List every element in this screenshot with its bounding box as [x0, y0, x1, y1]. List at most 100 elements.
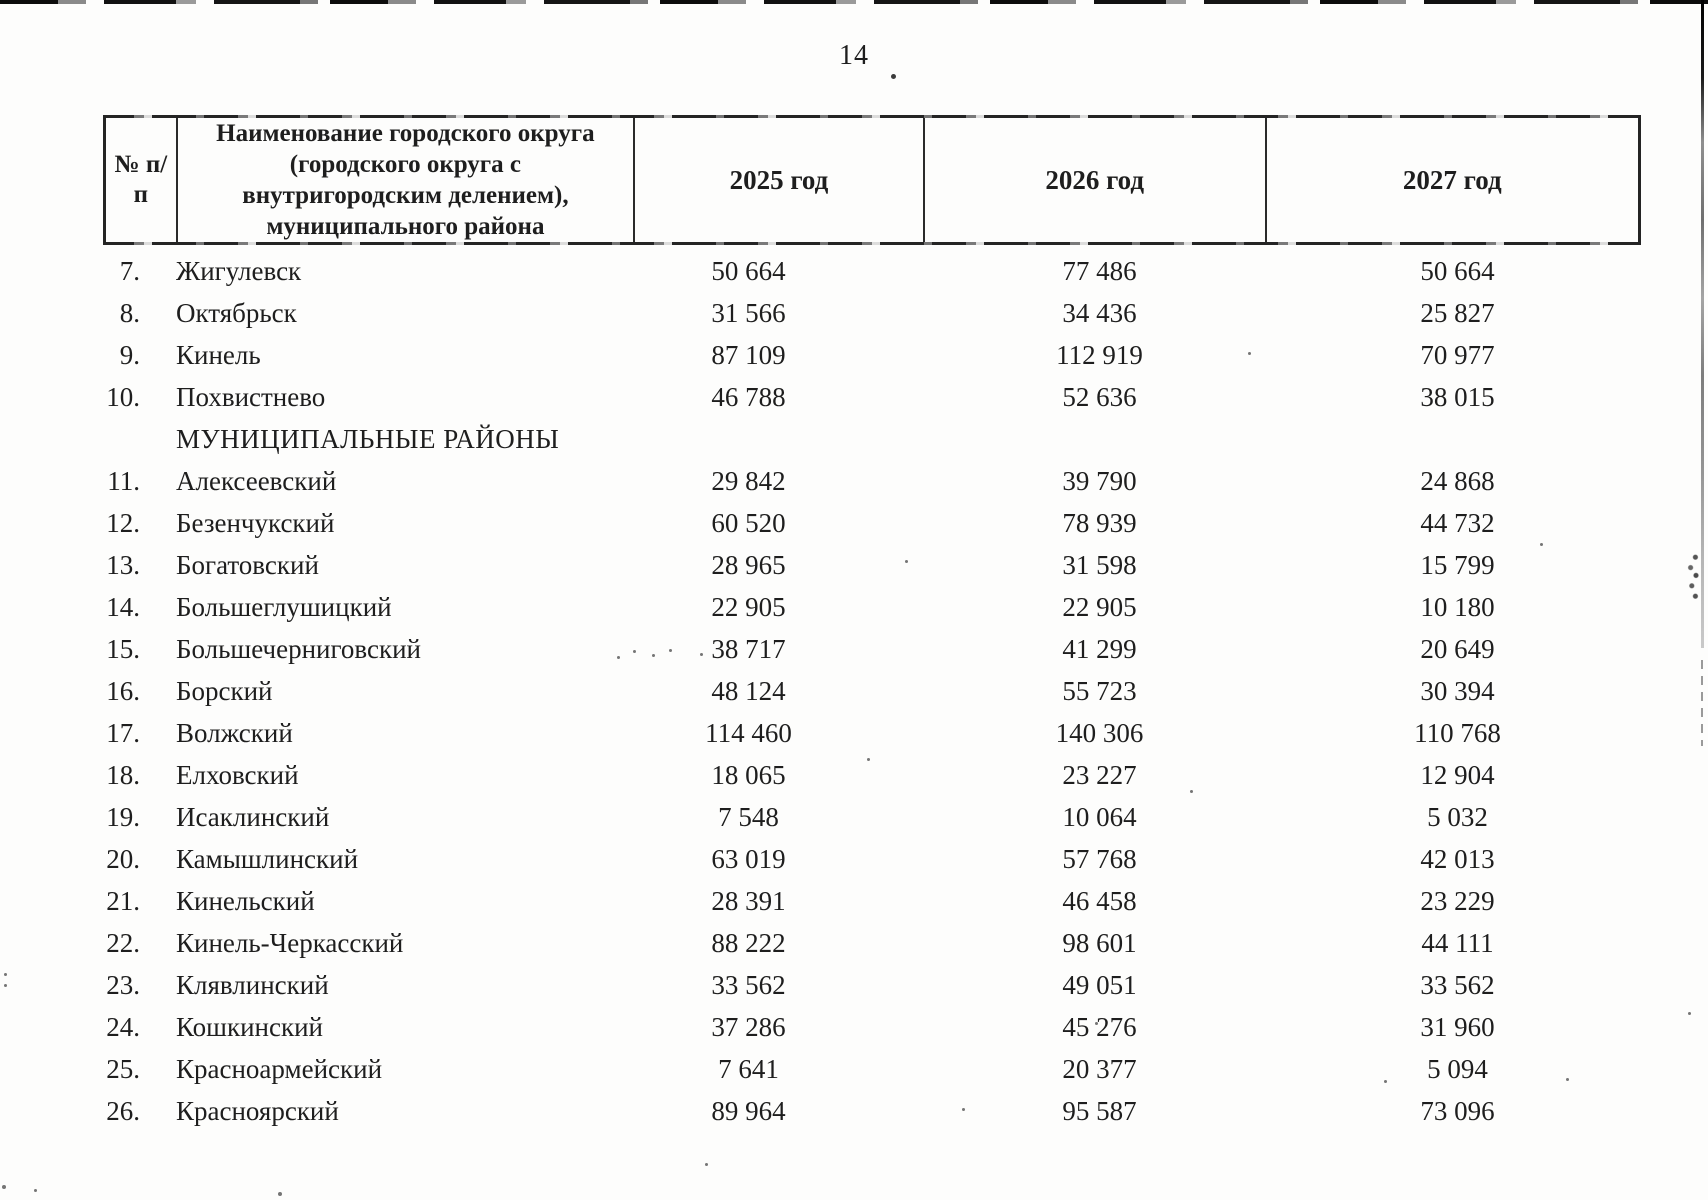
- header-cell-2026: 2026 год: [922, 118, 1265, 242]
- value-2025-cell: 48 124: [711, 676, 786, 706]
- row-number-cell: 19.: [106, 802, 140, 832]
- table-row: 16. Борский 48 124 55 723 30 394: [103, 670, 1641, 712]
- table-row: 19. Исаклинский 7 548 10 064 5 032: [103, 796, 1641, 838]
- table-row: 24. Кошкинский 37 286 45 276 31 960: [103, 1006, 1641, 1048]
- value-2025-cell: 29 842: [711, 466, 786, 496]
- scan-speck: [669, 649, 672, 652]
- value-2027-cell: 5 032: [1427, 802, 1488, 832]
- table-body: 7. Жигулевск 50 664 77 486 50 664 8. Октябрьск…: [103, 250, 1641, 1132]
- value-2026-cell: 78 939: [1062, 508, 1137, 538]
- value-2026-cell: 112 919: [1056, 340, 1143, 370]
- value-2027-cell: 44 111: [1421, 928, 1494, 958]
- scan-speck: [4, 973, 7, 976]
- value-2027-cell: 5 094: [1427, 1054, 1488, 1084]
- row-number-cell: 16.: [106, 676, 140, 706]
- value-2027-cell: 24 868: [1420, 466, 1495, 496]
- district-name-cell: Октябрьск: [176, 298, 297, 328]
- district-name-cell: Большеглушицкий: [176, 592, 392, 622]
- value-2025-cell: 7 641: [718, 1054, 779, 1084]
- table-row: 10. Похвистнево 46 788 52 636 38 015: [103, 376, 1641, 418]
- table-row: 25. Красноармейский 7 641 20 377 5 094: [103, 1048, 1641, 1090]
- value-2025-cell: 28 965: [711, 550, 786, 580]
- scan-speck: [891, 74, 896, 79]
- row-number-cell: 26.: [106, 1096, 140, 1126]
- scan-speck: [2, 1185, 6, 1189]
- value-2025-cell: 63 019: [711, 844, 786, 874]
- scan-right-edge-artifact: [1701, 0, 1704, 648]
- table-row: 11. Алексеевский 29 842 39 790 24 868: [103, 460, 1641, 502]
- value-2025-cell: 33 562: [711, 970, 786, 1000]
- row-number-cell: 15.: [106, 634, 140, 664]
- scan-speck: [705, 1163, 708, 1166]
- scan-speck: [1540, 543, 1543, 546]
- value-2026-cell: 46 458: [1062, 886, 1137, 916]
- scan-speck: [1688, 1012, 1691, 1015]
- value-2027-cell: 38 015: [1420, 382, 1495, 412]
- scan-speck: [1248, 352, 1251, 355]
- row-number-cell: 8.: [119, 298, 140, 328]
- table-row: 14. Большеглушицкий 22 905 22 905 10 180: [103, 586, 1641, 628]
- value-2026-cell: 55 723: [1062, 676, 1137, 706]
- value-2026-cell: 34 436: [1062, 298, 1137, 328]
- header-cell-2027: 2027 год: [1264, 118, 1639, 242]
- value-2026-cell: 23 227: [1062, 760, 1137, 790]
- value-2026-cell: 31 598: [1062, 550, 1137, 580]
- scan-speck: [1095, 1022, 1098, 1025]
- table-header: № п/п Наименование городского округа (го…: [103, 115, 1641, 245]
- value-2027-cell: 30 394: [1420, 676, 1495, 706]
- value-2025-cell: 60 520: [711, 508, 786, 538]
- district-name-cell: Безенчукский: [176, 508, 335, 538]
- scan-speck: [867, 758, 870, 761]
- scan-speck: [617, 656, 620, 659]
- district-name-cell: Кошкинский: [176, 1012, 323, 1042]
- value-2027-cell: 42 013: [1420, 844, 1495, 874]
- value-2026-cell: 77 486: [1062, 256, 1137, 286]
- district-name-cell: Борский: [176, 676, 273, 706]
- district-name-cell: Кинель: [176, 340, 261, 370]
- row-number-cell: 21.: [106, 886, 140, 916]
- scan-right-edge-artifact: [1701, 660, 1703, 746]
- value-2027-cell: 12 904: [1420, 760, 1495, 790]
- row-number-cell: 17.: [106, 718, 140, 748]
- value-2027-cell: 10 180: [1420, 592, 1495, 622]
- scan-broken-border: [100, 242, 1644, 245]
- value-2025-cell: 89 964: [711, 1096, 786, 1126]
- row-number-cell: 14.: [106, 592, 140, 622]
- row-number-cell: 12.: [106, 508, 140, 538]
- value-2025-cell: 7 548: [718, 802, 779, 832]
- value-2026-cell: 49 051: [1062, 970, 1137, 1000]
- value-2026-cell: 39 790: [1062, 466, 1137, 496]
- value-2026-cell: 57 768: [1062, 844, 1137, 874]
- value-2025-cell: 28 391: [711, 886, 786, 916]
- table-row: 21. Кинельский 28 391 46 458 23 229: [103, 880, 1641, 922]
- row-number-cell: 18.: [106, 760, 140, 790]
- value-2026-cell: 10 064: [1062, 802, 1137, 832]
- value-2027-cell: 15 799: [1420, 550, 1495, 580]
- district-name-cell: Похвистнево: [176, 382, 326, 412]
- table-row: 23. Клявлинский 33 562 49 051 33 562: [103, 964, 1641, 1006]
- district-name-cell: Камышлинский: [176, 844, 359, 874]
- value-2025-cell: 88 222: [711, 928, 786, 958]
- district-name-cell: Исаклинский: [176, 802, 330, 832]
- table-row: 13. Богатовский 28 965 31 598 15 799: [103, 544, 1641, 586]
- value-2026-cell: 20 377: [1062, 1054, 1137, 1084]
- scan-top-edge-artifact: [0, 0, 1708, 4]
- district-name-cell: Кинельский: [176, 886, 315, 916]
- page-number: 14: [839, 40, 869, 71]
- district-name-cell: Богатовский: [176, 550, 319, 580]
- district-name-cell: Красноармейский: [176, 1054, 383, 1084]
- table-row: 26. Красноярский 89 964 95 587 73 096: [103, 1090, 1641, 1132]
- value-2027-cell: 33 562: [1420, 970, 1495, 1000]
- table-row: 7. Жигулевск 50 664 77 486 50 664: [103, 250, 1641, 292]
- value-2027-cell: 73 096: [1420, 1096, 1495, 1126]
- scan-speck: [34, 1189, 37, 1192]
- row-number-cell: 7.: [119, 256, 140, 286]
- header-cell-2025: 2025 год: [633, 118, 923, 242]
- value-2026-cell: 22 905: [1062, 592, 1137, 622]
- scan-broken-border: [100, 115, 1644, 118]
- value-2026-cell: 98 601: [1062, 928, 1137, 958]
- table-row: 9. Кинель 87 109 112 919 70 977: [103, 334, 1641, 376]
- value-2027-cell: 25 827: [1420, 298, 1495, 328]
- value-2025-cell: 114 460: [705, 718, 792, 748]
- scan-speck-cluster: [1687, 552, 1699, 604]
